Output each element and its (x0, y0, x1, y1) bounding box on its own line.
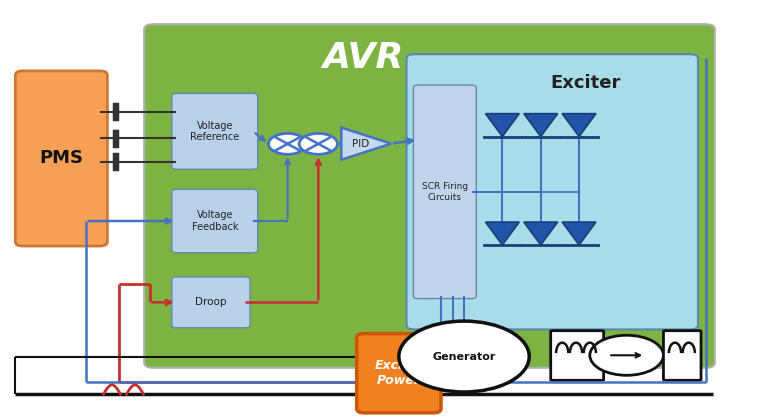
Text: Droop: Droop (195, 297, 227, 307)
Text: Voltage
Reference: Voltage Reference (190, 121, 239, 142)
Text: Exciter: Exciter (550, 74, 621, 93)
Text: Generator: Generator (433, 352, 495, 362)
Circle shape (399, 321, 529, 392)
Circle shape (590, 335, 663, 375)
FancyBboxPatch shape (407, 54, 698, 329)
Text: PMS: PMS (39, 149, 84, 168)
Polygon shape (524, 114, 558, 137)
Text: Exciter
Power: Exciter Power (374, 359, 423, 387)
FancyBboxPatch shape (413, 85, 476, 299)
FancyBboxPatch shape (172, 189, 258, 253)
Polygon shape (562, 222, 596, 245)
Text: SCR Firing
Circuits: SCR Firing Circuits (422, 182, 468, 201)
Text: Voltage
Feedback: Voltage Feedback (192, 210, 238, 232)
Polygon shape (341, 128, 391, 160)
Circle shape (299, 133, 337, 154)
Polygon shape (524, 222, 558, 245)
Circle shape (268, 133, 307, 154)
FancyBboxPatch shape (551, 331, 604, 380)
FancyBboxPatch shape (15, 71, 107, 246)
Text: AVR: AVR (323, 41, 404, 75)
FancyBboxPatch shape (144, 24, 715, 368)
FancyBboxPatch shape (172, 277, 250, 328)
Polygon shape (486, 114, 519, 137)
Polygon shape (562, 114, 596, 137)
FancyBboxPatch shape (357, 334, 441, 413)
Polygon shape (486, 222, 519, 245)
FancyBboxPatch shape (172, 93, 258, 169)
FancyBboxPatch shape (663, 331, 701, 380)
Text: PID: PID (351, 139, 369, 148)
